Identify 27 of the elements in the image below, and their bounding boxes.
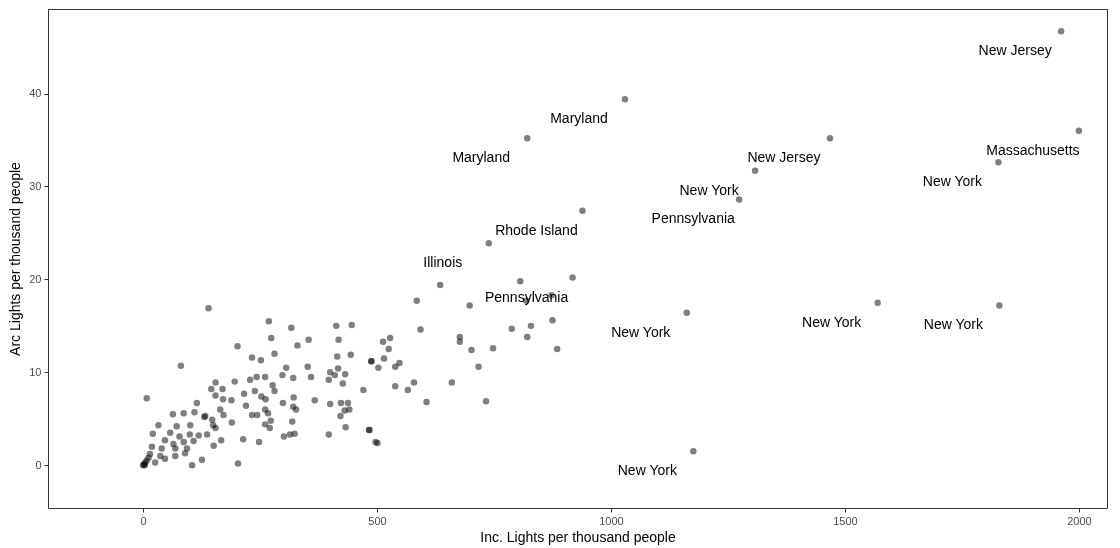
x-tick-label: 0 (140, 514, 147, 527)
annotation: New Jersey (978, 42, 1052, 59)
annotation: New Jersey (747, 149, 821, 166)
annotation: Maryland (452, 149, 510, 166)
annotation: New York (679, 181, 740, 198)
annotation: Pennsylvania (484, 288, 569, 305)
annotation: Rhode Island (495, 221, 578, 238)
y-tick-label: 40 (29, 87, 42, 100)
y-tick-label: 30 (29, 179, 42, 192)
annotation: New York (802, 313, 863, 330)
y-tick-label: 10 (29, 365, 42, 378)
x-tick-label: 2000 (1067, 514, 1092, 527)
annotation: New York (922, 173, 983, 190)
annotation: Illinois (423, 254, 463, 271)
annotation: New York (923, 316, 984, 333)
x-tick-label: 1500 (833, 514, 858, 527)
annotation: Pennsylvania (651, 210, 736, 227)
annotation: Maryland (550, 110, 608, 127)
annotation: New York (617, 462, 678, 479)
x-tick-label: 500 (368, 514, 387, 527)
y-tick-label: 20 (29, 272, 42, 285)
y-axis-title: Arc Lights per thousand people (7, 161, 24, 356)
y-tick-label: 0 (35, 458, 42, 471)
x-axis-title: Inc. Lights per thousand people (480, 528, 676, 545)
x-tick-label: 1000 (599, 514, 624, 527)
annotation: New York (611, 323, 672, 340)
annotation: Massachusetts (986, 141, 1080, 158)
